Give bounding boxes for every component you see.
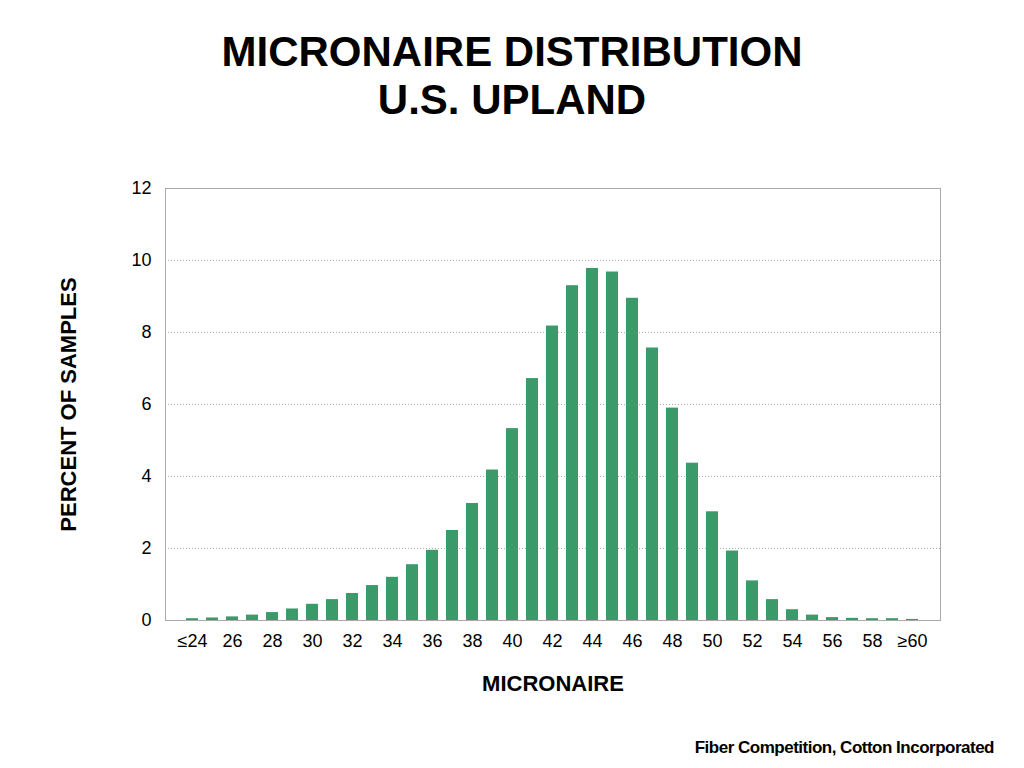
svg-text:38: 38 <box>462 631 482 651</box>
svg-text:40: 40 <box>502 631 522 651</box>
svg-text:12: 12 <box>131 178 151 198</box>
svg-text:4: 4 <box>141 466 151 486</box>
html-text:MICRONAIRE DISTRIBUTION U.S. U: MICRONAIRE DISTRIBUTION U.S. UPLAND <box>221 28 803 123</box>
svg-text:56: 56 <box>822 631 842 651</box>
svg-text:42: 42 <box>542 631 562 651</box>
svg-text:36: 36 <box>422 631 442 651</box>
svg-text:26: 26 <box>222 631 242 651</box>
svg-text:PERCENT OF SAMPLES: PERCENT OF SAMPLES <box>56 277 81 531</box>
svg-text:58: 58 <box>862 631 882 651</box>
svg-text:52: 52 <box>742 631 762 651</box>
svg-text:2: 2 <box>141 538 151 558</box>
svg-text:54: 54 <box>782 631 802 651</box>
svg-text:34: 34 <box>382 631 402 651</box>
svg-text:46: 46 <box>622 631 642 651</box>
svg-text:0: 0 <box>141 610 151 630</box>
svg-text:32: 32 <box>342 631 362 651</box>
svg-text:30: 30 <box>302 631 322 651</box>
svg-text:44: 44 <box>582 631 602 651</box>
html-text:Fiber Competition, Cotton Inco: Fiber Competition, Cotton Incorporated <box>694 738 994 757</box>
svg-text:48: 48 <box>662 631 682 651</box>
svg-text:6: 6 <box>141 394 151 414</box>
svg-text:8: 8 <box>141 322 151 342</box>
svg-text:28: 28 <box>262 631 282 651</box>
svg-text:MICRONAIRE: MICRONAIRE <box>482 671 624 696</box>
svg-text:≥60: ≥60 <box>898 631 928 651</box>
svg-text:≤24: ≤24 <box>178 631 208 651</box>
svg-text:10: 10 <box>131 250 151 270</box>
svg-text:50: 50 <box>702 631 722 651</box>
